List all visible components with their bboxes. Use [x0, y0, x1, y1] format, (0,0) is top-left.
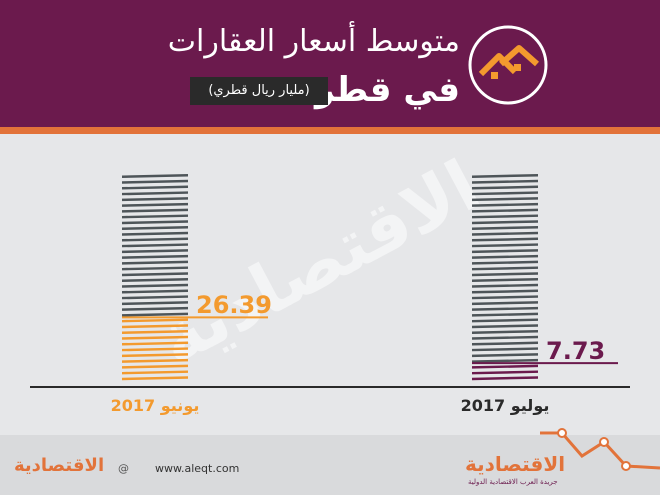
value-label: 7.73 — [546, 337, 606, 366]
tower-bar-1 — [122, 174, 268, 381]
footer-left-logo: الاقتصادية — [14, 455, 105, 476]
unit-label: (مليار ريال قطري) — [190, 77, 328, 105]
category-label: يونيو 2017 — [110, 396, 200, 415]
tower-bar-2 — [472, 174, 618, 381]
website-link[interactable]: www.aleqt.com — [155, 462, 240, 475]
house-logo-icon — [468, 25, 548, 105]
bar-chart: الاقتصادية — [30, 144, 630, 388]
category-label: يوليو 2017 — [460, 396, 550, 415]
svg-text:الاقتصادية: الاقتصادية — [145, 144, 493, 381]
footer-tagline: جريدة العرب الاقتصادية الدولية — [468, 478, 558, 486]
footer-brand: الاقتصادية — [465, 452, 566, 476]
header-banner — [0, 0, 660, 127]
footer — [0, 435, 660, 495]
watermark-logo: الاقتصادية — [145, 144, 493, 381]
social-icon[interactable]: @ — [118, 462, 129, 475]
page-subtitle-country: في قطر — [314, 70, 460, 110]
trend-line-icon — [540, 428, 660, 471]
value-label: 26.39 — [196, 291, 272, 320]
header-stripe — [0, 127, 660, 134]
page-title: متوسط أسعار العقارات — [167, 24, 460, 59]
